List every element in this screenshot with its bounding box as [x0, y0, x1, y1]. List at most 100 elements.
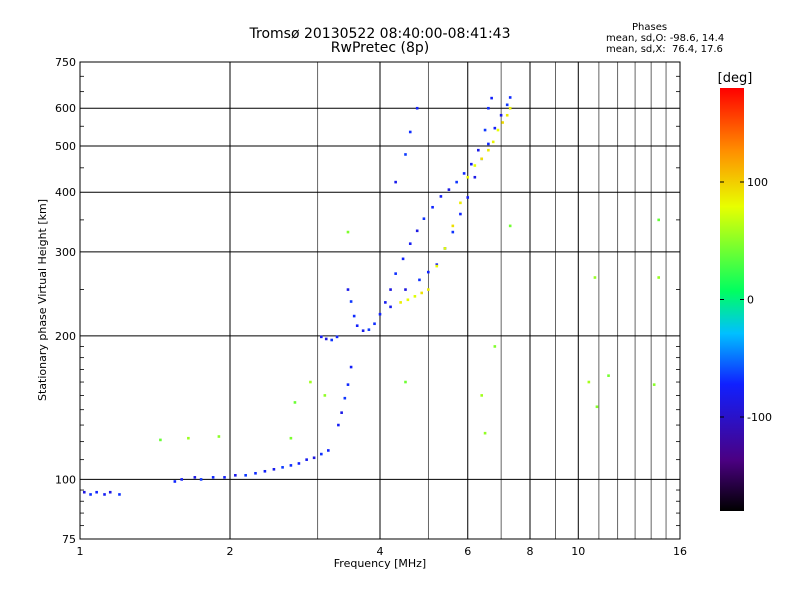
data-point [487, 142, 490, 146]
data-point [418, 278, 421, 282]
data-point [349, 300, 353, 303]
chart-title: Tromsø 20130522 08:40:00-08:41:43 [249, 26, 511, 42]
colorbar-tick-label: -100 [747, 411, 772, 424]
data-point [480, 157, 484, 161]
data-point [108, 490, 112, 494]
data-point [483, 431, 487, 435]
data-point [496, 128, 500, 132]
data-point [493, 126, 497, 130]
data-point [491, 140, 495, 144]
data-point [443, 247, 447, 250]
data-point [320, 452, 323, 456]
data-point [404, 288, 407, 291]
y-tick-label: 300 [55, 246, 76, 259]
data-point [297, 462, 301, 465]
data-point [254, 471, 257, 475]
data-point [234, 474, 237, 477]
data-point [422, 217, 426, 221]
data-point [459, 201, 462, 205]
y-axis-label: Stationary phase Virtual Height [km] [36, 199, 49, 401]
data-point [420, 291, 423, 295]
data-point [180, 478, 184, 481]
data-point [309, 380, 312, 384]
data-point [593, 276, 597, 279]
y-tick-label: 100 [55, 473, 76, 486]
y-tick-label: 500 [55, 140, 76, 153]
data-point [320, 335, 323, 339]
data-point [223, 476, 226, 479]
data-point [595, 405, 599, 409]
data-point [431, 205, 434, 209]
data-point [244, 474, 247, 477]
data-point [447, 188, 451, 191]
data-point [389, 288, 392, 291]
data-point [373, 322, 376, 326]
data-point [501, 121, 504, 124]
data-point [312, 456, 316, 460]
data-point [466, 175, 470, 179]
data-point [490, 96, 493, 100]
data-point [327, 449, 330, 452]
data-point [289, 436, 293, 440]
data-point [199, 478, 203, 481]
data-point [187, 436, 190, 440]
data-point [352, 314, 356, 318]
data-point [394, 180, 397, 184]
data-point [82, 490, 86, 494]
data-point [346, 288, 350, 291]
x-tick-label: 1 [77, 545, 84, 558]
data-point [455, 180, 458, 184]
data-point [289, 464, 293, 467]
data-point [451, 224, 455, 228]
data-point [349, 365, 353, 369]
data-point [103, 493, 106, 496]
data-point [346, 383, 350, 386]
data-point [426, 270, 430, 274]
data-point [415, 106, 419, 110]
data-point [408, 130, 412, 134]
data-point [159, 438, 162, 442]
data-point [426, 288, 430, 291]
data-point [415, 229, 419, 233]
data-point [337, 423, 340, 427]
data-point [473, 175, 477, 179]
data-point [652, 383, 656, 386]
y-tick-label: 750 [55, 56, 76, 69]
data-point [508, 96, 512, 99]
x-tick-label: 2 [227, 545, 234, 558]
x-axis-label: Frequency [MHz] [334, 557, 426, 570]
data-point [413, 295, 417, 298]
data-point [293, 401, 297, 404]
data-point [346, 230, 350, 234]
data-point [508, 224, 512, 228]
data-point [193, 476, 197, 479]
data-point [173, 480, 177, 483]
data-point [406, 298, 410, 302]
data-point [272, 467, 276, 471]
data-point [323, 394, 327, 397]
data-point [439, 195, 443, 198]
data-point [89, 493, 92, 496]
data-point [263, 469, 267, 473]
data-point [499, 113, 503, 117]
x-tick-label: 6 [464, 545, 471, 558]
data-point [367, 328, 371, 331]
data-point [459, 212, 462, 216]
data-point [361, 329, 365, 332]
data-point [401, 257, 405, 261]
o-mode-stats: mean, sd,O: -98.6, 14.4 [606, 33, 725, 44]
data-point [281, 466, 284, 469]
x-mode-stats: mean, sd,X: 76.4, 17.6 [606, 44, 723, 55]
data-point [305, 458, 308, 461]
data-point [587, 380, 591, 384]
data-point [404, 153, 407, 156]
data-point [118, 493, 121, 496]
data-point [343, 396, 347, 400]
data-point [451, 230, 455, 234]
data-point [217, 435, 221, 438]
data-point [340, 411, 343, 414]
chart-subtitle: RwPretec (8p) [330, 40, 430, 56]
data-point [657, 276, 660, 279]
data-point [95, 490, 98, 494]
x-tick-label: 4 [377, 545, 384, 558]
